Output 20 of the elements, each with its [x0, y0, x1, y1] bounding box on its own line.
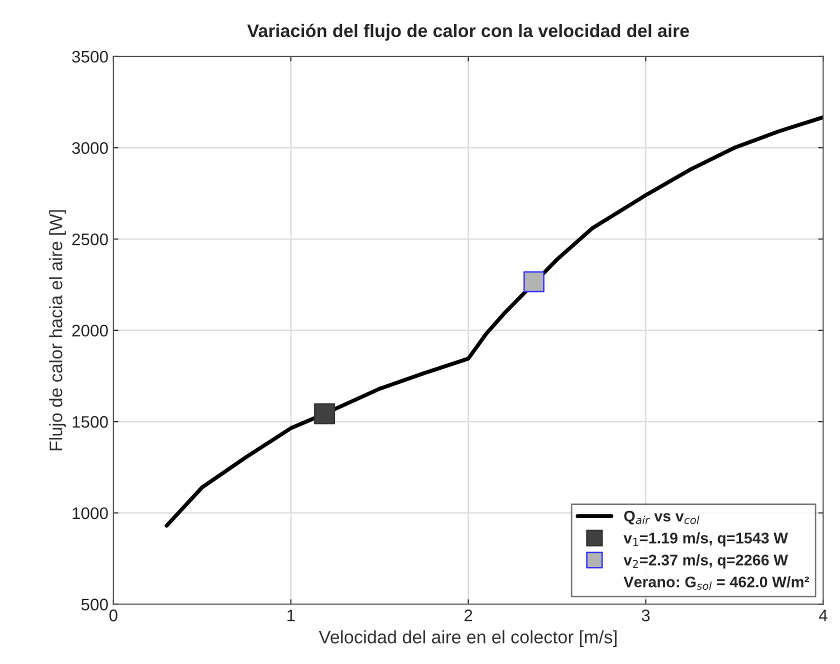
legend-label: v$_{2}$=2.37 m/s, q=2266 W — [624, 554, 788, 568]
x-tick-label: 3 — [642, 610, 650, 622]
x-tick-label: 4 — [818, 610, 828, 622]
x-tick-label: 2 — [464, 610, 472, 622]
annotation: Verano: G$_{sol}$ = 462.0 W/m² — [624, 576, 810, 590]
y-tick-label: 3000 — [72, 142, 108, 154]
line-series — [164, 115, 824, 528]
y-axis-title: Flujo de calor hacia el aire [W] — [49, 210, 66, 450]
y-tick-label: 1000 — [72, 507, 108, 520]
x-tick-label: 1 — [287, 610, 295, 622]
y-tick-label: 3500 — [72, 50, 108, 63]
legend-label: v$_{1}$=1.19 m/s, q=1543 W — [624, 532, 788, 546]
x-tick-label: 0 — [109, 610, 118, 622]
y-tick-label: 2500 — [72, 233, 108, 246]
legend-label: Q$_{air}$ vs v$_{col}$ — [624, 510, 700, 524]
y-tick-label: 2000 — [72, 324, 108, 337]
y-tick-label: 1500 — [72, 416, 108, 428]
x-axis-title: Velocidad del aire en el colector [m/s] — [318, 630, 617, 648]
y-tick-label: 500 — [81, 598, 108, 610]
chart-title: Variación del flujo de calor con la velocidad del aire — [247, 24, 689, 41]
